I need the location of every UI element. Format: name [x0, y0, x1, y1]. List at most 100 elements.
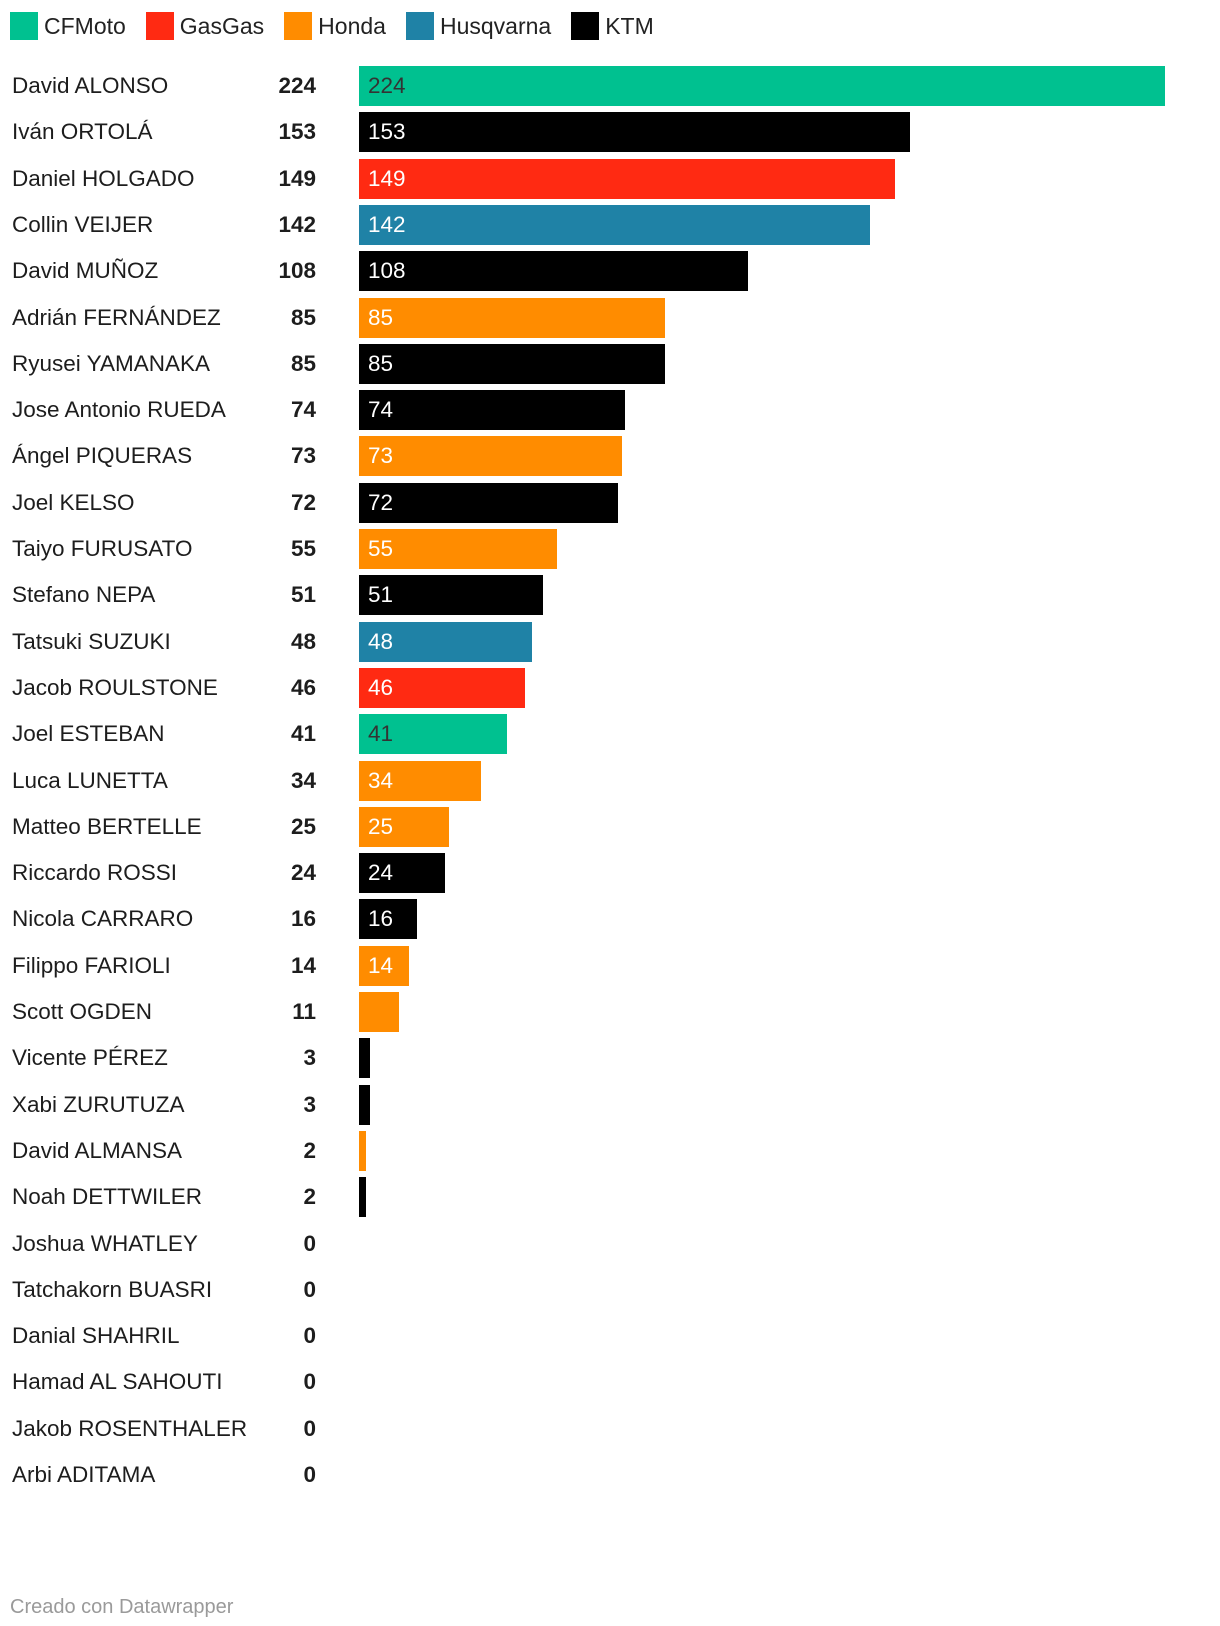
legend-label: GasGas [179, 12, 265, 39]
rider-name: Arbi ADITAMA [12, 1462, 156, 1487]
points-value: 11 [292, 999, 316, 1024]
points-value: 46 [290, 674, 316, 700]
bar-label: 51 [368, 582, 394, 608]
points-value: 73 [290, 443, 316, 469]
rider-name: Xabi ZURUTUZA [12, 1091, 185, 1117]
points-value: 224 [278, 73, 316, 98]
points-value: 14 [290, 952, 316, 978]
rider-name: Joshua WHATLEY [12, 1230, 198, 1256]
points-value: 85 [290, 350, 316, 376]
rider-name: Danial SHAHRIL [12, 1323, 180, 1349]
legend-item: KTM [571, 12, 654, 40]
bar [359, 621, 532, 662]
bar [359, 760, 482, 801]
bar [359, 158, 896, 199]
bar-label: 34 [368, 767, 394, 793]
points-value: 0 [303, 1462, 316, 1487]
points-value: 41 [290, 721, 316, 747]
bar [359, 806, 449, 847]
bar [359, 1084, 370, 1125]
rider-name: David MUÑOZ [12, 258, 159, 284]
bar [359, 899, 417, 940]
legend-swatch [405, 12, 434, 40]
bar [359, 251, 748, 292]
bar [359, 436, 622, 477]
rider-name: Matteo BERTELLE [12, 813, 202, 839]
bar-label: 46 [368, 674, 394, 700]
bar [359, 575, 543, 616]
bar-label: 25 [368, 813, 394, 839]
rider-name: Stefano NEPA [12, 582, 156, 608]
points-value: 3 [303, 1091, 316, 1117]
bar-label: 153 [368, 119, 406, 145]
legend-swatch [145, 12, 174, 40]
rider-name: Iván ORTOLÁ [12, 119, 153, 145]
rider-name: Joel KELSO [12, 489, 135, 515]
bar [359, 1038, 370, 1079]
points-value: 142 [278, 211, 316, 237]
rider-name: Taiyo FURUSATO [12, 536, 193, 561]
bar-label: 41 [368, 721, 394, 747]
bar-label: 48 [368, 628, 394, 654]
bar [359, 1130, 367, 1171]
points-value: 2 [303, 1137, 316, 1163]
points-value: 51 [290, 582, 316, 608]
rider-name: Joel ESTEBAN [12, 721, 165, 747]
rider-name: Collin VEIJER [12, 211, 154, 237]
points-value: 149 [278, 165, 316, 191]
legend-item: CFMoto [10, 12, 126, 40]
bar [359, 297, 665, 338]
bar-label: 149 [368, 165, 406, 191]
rider-name: Jacob ROULSTONE [12, 674, 218, 700]
bar-label: 85 [368, 350, 394, 376]
points-value: 55 [290, 536, 316, 561]
points-value: 2 [303, 1184, 316, 1210]
bar [359, 204, 870, 245]
legend-label: Honda [318, 12, 386, 39]
bar-label: 108 [368, 258, 406, 284]
bar-label: 16 [368, 906, 394, 932]
rider-name: Ángel PIQUERAS [12, 443, 193, 469]
points-value: 85 [290, 304, 316, 330]
bar-label: 74 [368, 397, 394, 423]
rider-name: David ALONSO [12, 73, 169, 98]
bar [359, 1177, 367, 1218]
rider-name: Tatsuki SUZUKI [12, 628, 171, 654]
legend-label: KTM [605, 12, 654, 39]
rider-name: Filippo FARIOLI [12, 952, 171, 978]
rider-name: Tatchakorn BUASRI [12, 1276, 213, 1302]
bar-label: 24 [368, 860, 394, 886]
rider-name: Nicola CARRARO [12, 906, 194, 932]
points-value: 34 [290, 767, 316, 793]
points-value: 24 [290, 860, 316, 886]
rider-name: Luca LUNETTA [12, 767, 168, 793]
rider-name: Noah DETTWILER [12, 1184, 203, 1210]
rider-name: Vicente PÉREZ [12, 1045, 168, 1071]
rider-name: Hamad AL SAHOUTI [12, 1369, 223, 1395]
rider-name: Jose Antonio RUEDA [12, 397, 226, 423]
legend-swatch [284, 12, 313, 40]
rider-name: Daniel HOLGADO [12, 165, 195, 191]
points-value: 0 [303, 1276, 316, 1302]
bar-label: 224 [368, 73, 406, 98]
bar [359, 390, 626, 431]
points-value: 74 [290, 397, 316, 423]
credit-footer: Creado con Datawrapper [10, 1596, 234, 1618]
points-value: 25 [290, 813, 316, 839]
legend-item: Honda [284, 12, 386, 40]
bar [359, 992, 399, 1032]
rider-name: Adrián FERNÁNDEZ [12, 304, 221, 330]
legend-item: Husqvarna [405, 12, 552, 40]
bar [359, 112, 910, 153]
legend: CFMoto GasGas Honda Husqvarna KTM [10, 10, 654, 42]
bar [359, 667, 525, 708]
legend-label: Husqvarna [439, 12, 552, 39]
bar-label: 72 [368, 489, 394, 515]
points-value: 0 [303, 1230, 316, 1256]
bar-label: 55 [368, 536, 394, 561]
points-value: 72 [290, 489, 316, 515]
bar [359, 714, 507, 755]
rider-name: David ALMANSA [12, 1137, 183, 1163]
points-value: 3 [303, 1045, 316, 1071]
